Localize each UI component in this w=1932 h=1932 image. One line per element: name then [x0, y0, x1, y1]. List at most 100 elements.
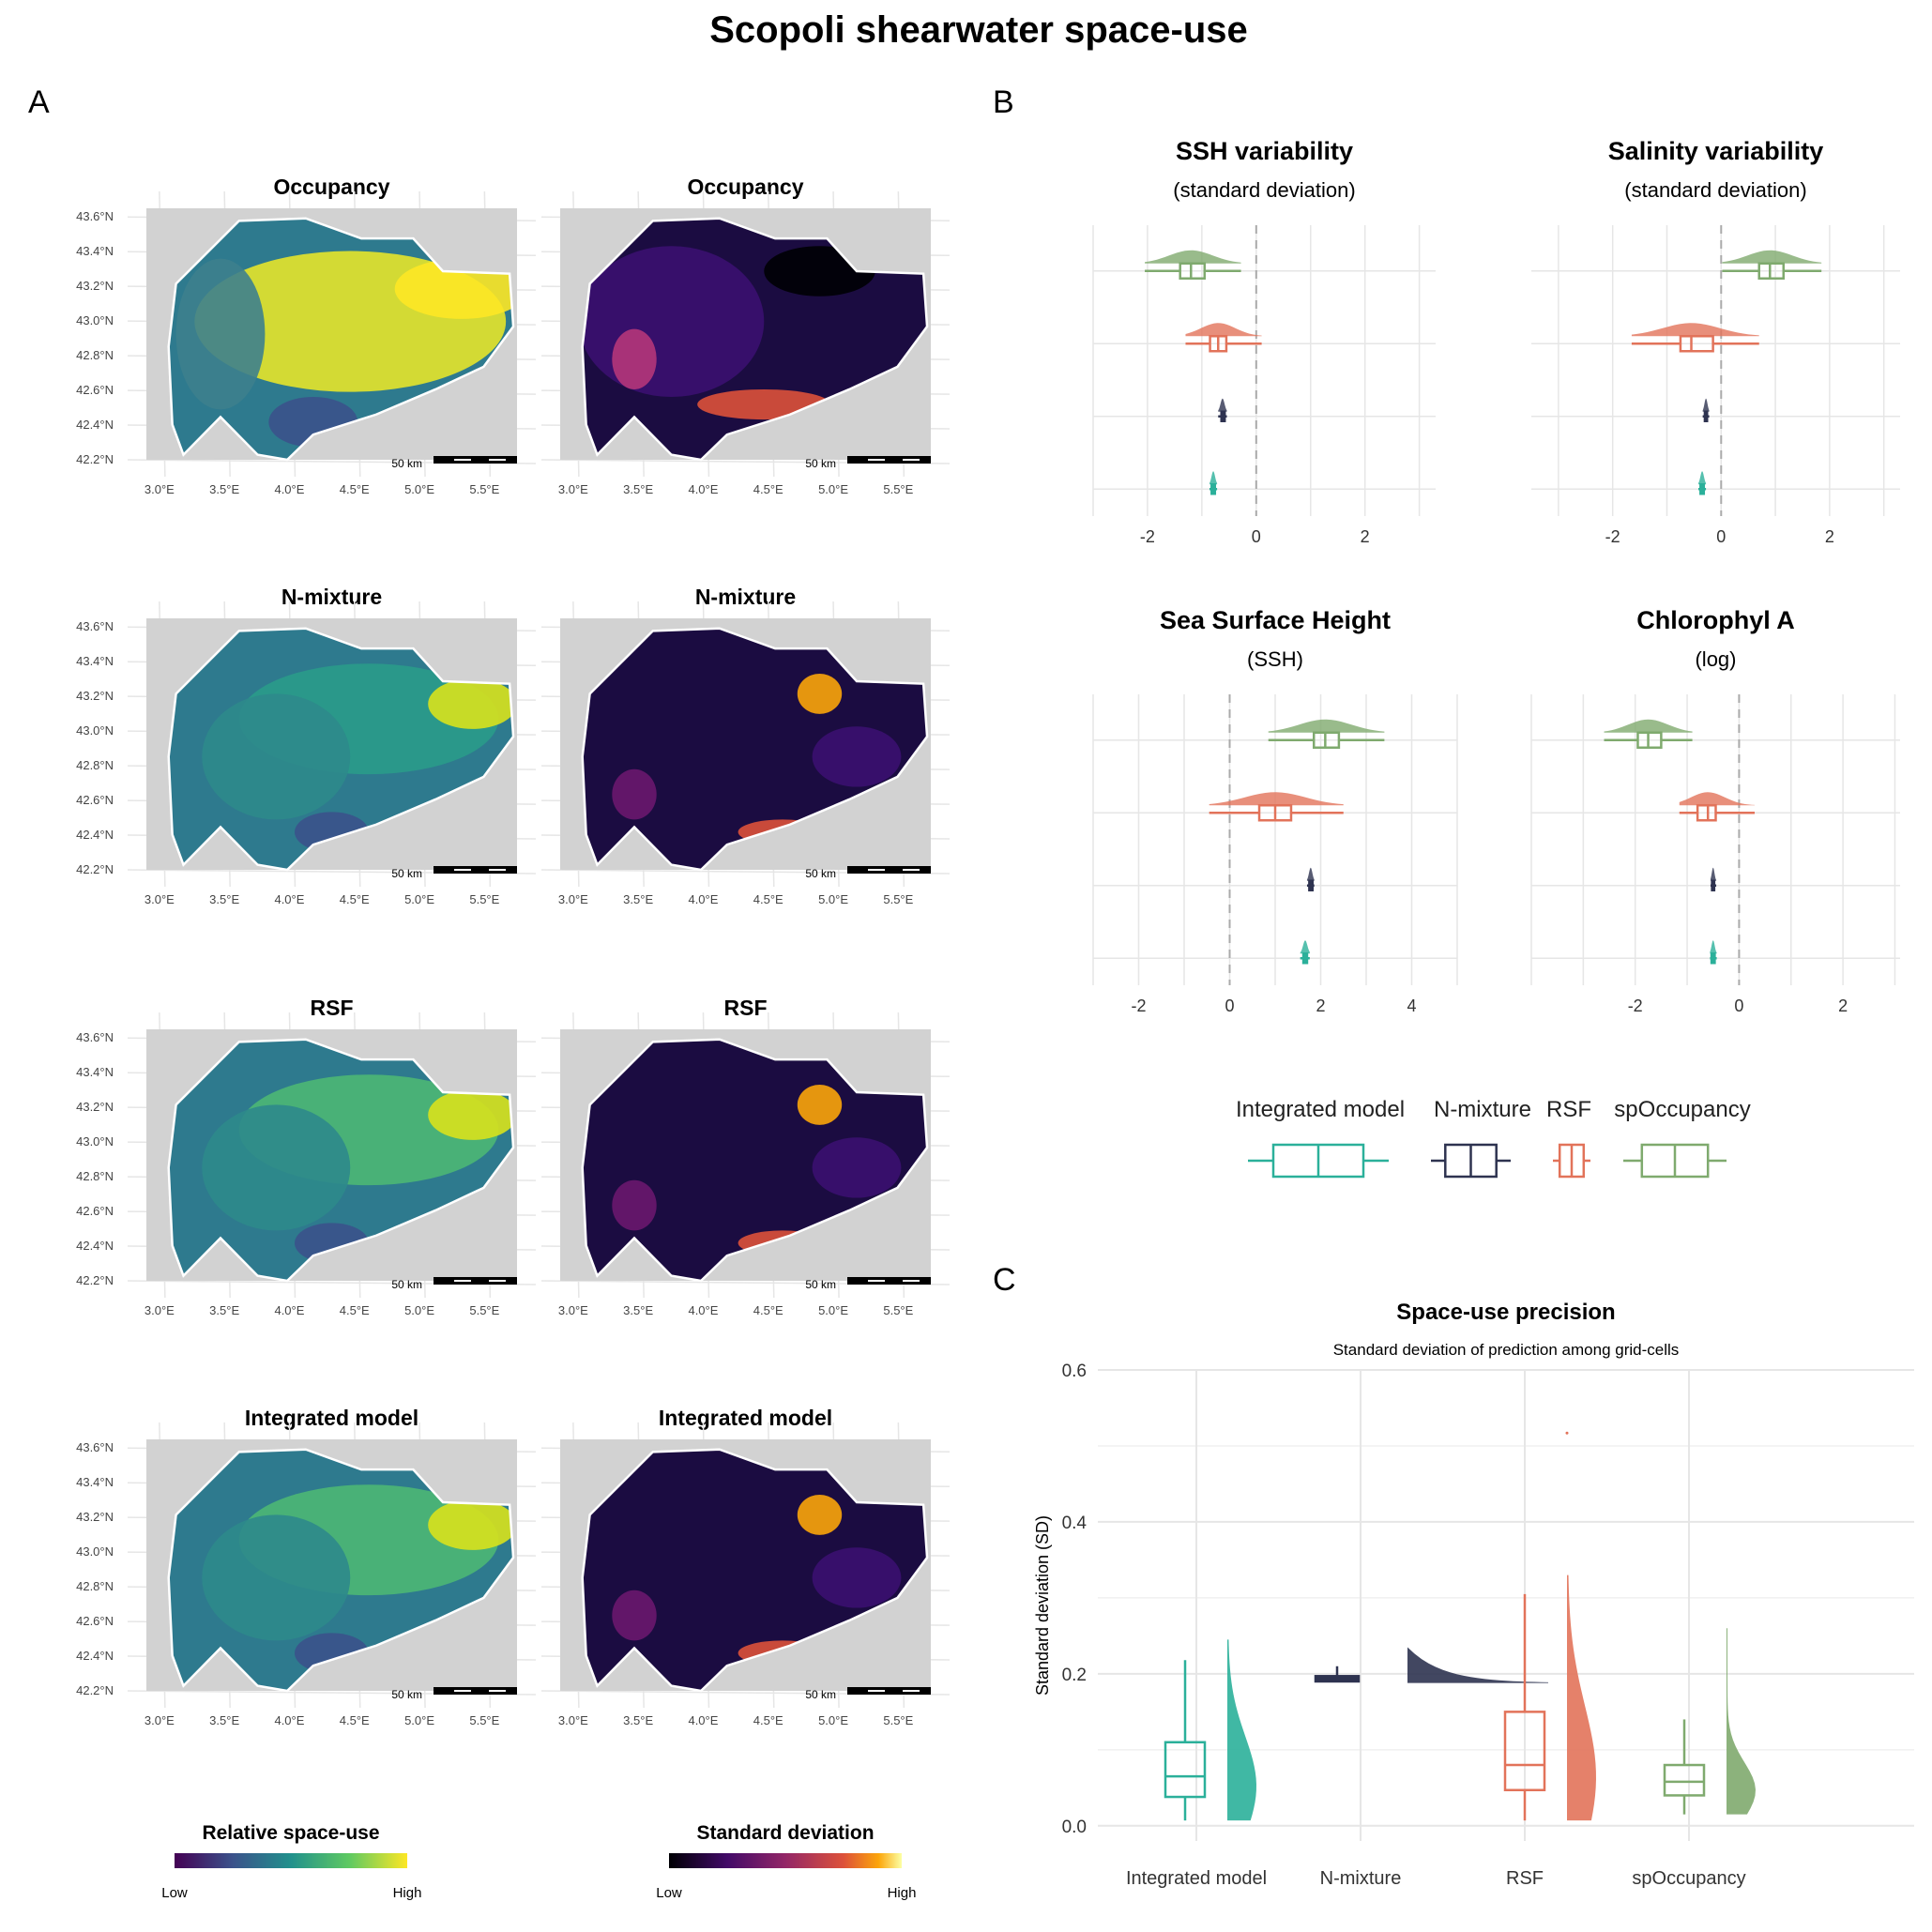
legend-label: N-mixture — [1434, 1097, 1531, 1122]
map-lat-tick: 43.4°N — [76, 1475, 114, 1489]
scalebar-segment — [454, 1690, 471, 1692]
facet-title: Sea Surface Height — [1160, 606, 1391, 634]
facet-subtitle: (standard deviation) — [1624, 178, 1806, 202]
map-lon-tick: 3.5°E — [623, 1713, 653, 1727]
map-lon-tick: 4.5°E — [753, 1713, 783, 1727]
scalebar-label: 50 km — [391, 867, 422, 880]
scalebar — [434, 1277, 517, 1285]
x-tick-label: Integrated model — [1126, 1868, 1267, 1889]
chart-c-title: Space-use precision — [1396, 1300, 1615, 1325]
scalebar-segment — [489, 1690, 506, 1692]
map-lon-tick: 3.5°E — [209, 892, 239, 906]
scalebar — [434, 866, 517, 874]
coastline — [581, 1038, 929, 1283]
scalebar — [434, 1687, 517, 1695]
scalebar — [847, 1687, 931, 1695]
map-lat-tick: 43.0°N — [76, 313, 114, 327]
map-lat-tick: 42.4°N — [76, 1239, 114, 1253]
density-ridge — [1679, 792, 1756, 806]
map-lat-tick: 42.2°N — [76, 1683, 114, 1697]
scalebar-label: 50 km — [391, 457, 422, 470]
map-r1-c0: N-mixture 3.0°E 3.5°E 4.0°E 4.5°E 5.0°E 5.5°E 4… — [76, 585, 537, 906]
map-lon-tick: 3.5°E — [209, 1303, 239, 1317]
figure-title: Scopoli shearwater space-use — [709, 9, 1248, 51]
scalebar-segment — [489, 869, 506, 871]
map-lat-tick: 43.0°N — [76, 1134, 114, 1149]
y-axis-title: Standard deviation (SD) — [1033, 1515, 1052, 1696]
model-legend: Integrated model N-mixture RSF spOccupancy — [1236, 1097, 1751, 1179]
coastline — [167, 1038, 515, 1283]
map-intensity-patch — [612, 1179, 657, 1231]
map-lat-tick: 42.6°N — [76, 1614, 114, 1628]
map-intensity-patch — [202, 1514, 351, 1641]
map-lon-tick: 4.0°E — [274, 482, 304, 496]
map-intensity-patch — [797, 673, 843, 714]
map-lon-tick: 3.5°E — [209, 482, 239, 496]
box-iqr — [1757, 262, 1785, 280]
facet-subtitle: (SSH) — [1247, 647, 1303, 671]
facet-subtitle: (log) — [1695, 647, 1736, 671]
panel-label-a: A — [28, 84, 50, 120]
map-lat-tick: 42.2°N — [76, 862, 114, 876]
map-lon-tick: 4.5°E — [340, 892, 370, 906]
coastline — [167, 627, 515, 872]
scalebar-segment — [903, 1690, 920, 1692]
map-lon-tick: 3.0°E — [558, 892, 588, 906]
facet-x-tick: 0 — [1716, 527, 1726, 546]
map-lat-tick: 42.6°N — [76, 793, 114, 807]
density-ridge — [1407, 1647, 1548, 1683]
map-r2-c0: RSF 3.0°E 3.5°E 4.0°E 4.5°E 5.0°E 5.5°E 43.6°N 4… — [76, 996, 537, 1317]
map-lat-tick: 43.2°N — [76, 1510, 114, 1524]
scalebar — [847, 456, 931, 464]
map-lon-tick: 5.0°E — [818, 1713, 848, 1727]
scalebar-label: 50 km — [805, 457, 836, 470]
legend-mean-high: High — [393, 1885, 422, 1901]
map-lon-tick: 5.5°E — [469, 892, 499, 906]
facet-x-tick: 2 — [1838, 996, 1848, 1015]
box-iqr — [1663, 1763, 1706, 1797]
scalebar-label: 50 km — [805, 1688, 836, 1701]
map-lat-tick: 43.0°N — [76, 723, 114, 738]
map-lat-tick: 43.0°N — [76, 1544, 114, 1559]
map-lon-tick: 3.0°E — [558, 1713, 588, 1727]
legend-sd-low: Low — [656, 1885, 682, 1901]
map-lon-tick: 5.5°E — [883, 1303, 913, 1317]
map-title: Integrated model — [245, 1406, 418, 1430]
legend-item: spOccupancy — [1614, 1097, 1751, 1179]
density-ridge — [1710, 867, 1717, 881]
scalebar — [847, 1277, 931, 1285]
coastline — [167, 1448, 515, 1693]
map-lon-tick: 4.5°E — [340, 1713, 370, 1727]
map-intensity-patch — [612, 768, 657, 820]
facet-x-tick: -2 — [1140, 527, 1155, 546]
density-ridge — [1300, 940, 1310, 954]
box-iqr — [1179, 262, 1207, 280]
map-lon-tick: 5.5°E — [469, 482, 499, 496]
map-lat-tick: 43.2°N — [76, 279, 114, 293]
map-r3-c0: Integrated model 3.0°E 3.5°E 4.0°E 4.5°E 5.0°… — [76, 1406, 537, 1727]
density-ridge — [1722, 250, 1822, 264]
map-intensity-patch — [202, 693, 351, 820]
coefficient-panel: SSH variability(standard deviation)-2 0 2 S… — [1092, 137, 1900, 1015]
map-intensity-patch — [428, 678, 514, 729]
map-lon-tick: 3.0°E — [145, 482, 175, 496]
coastline — [581, 217, 929, 462]
facet-title: Chlorophyl A — [1636, 606, 1795, 634]
map-lat-tick: 42.8°N — [76, 1579, 114, 1593]
scalebar-label: 50 km — [805, 1278, 836, 1291]
scalebar-segment — [454, 459, 471, 461]
map-lon-tick: 5.5°E — [883, 892, 913, 906]
facet-x-tick: 0 — [1225, 996, 1234, 1015]
map-legends: Relative space-use Low High Standard dev… — [161, 1822, 916, 1901]
coastline — [581, 1448, 929, 1693]
facet-0: SSH variability (standard deviation) -2 0 2 — [1092, 137, 1436, 546]
scalebar-segment — [868, 459, 885, 461]
scalebar-segment — [489, 1280, 506, 1282]
map-lon-tick: 3.0°E — [145, 892, 175, 906]
legend-label: RSF — [1546, 1097, 1591, 1122]
x-tick-label: RSF — [1506, 1868, 1544, 1889]
map-lon-tick: 5.0°E — [818, 482, 848, 496]
legend-mean-colorbar — [175, 1853, 407, 1868]
map-lon-tick: 5.0°E — [404, 892, 434, 906]
